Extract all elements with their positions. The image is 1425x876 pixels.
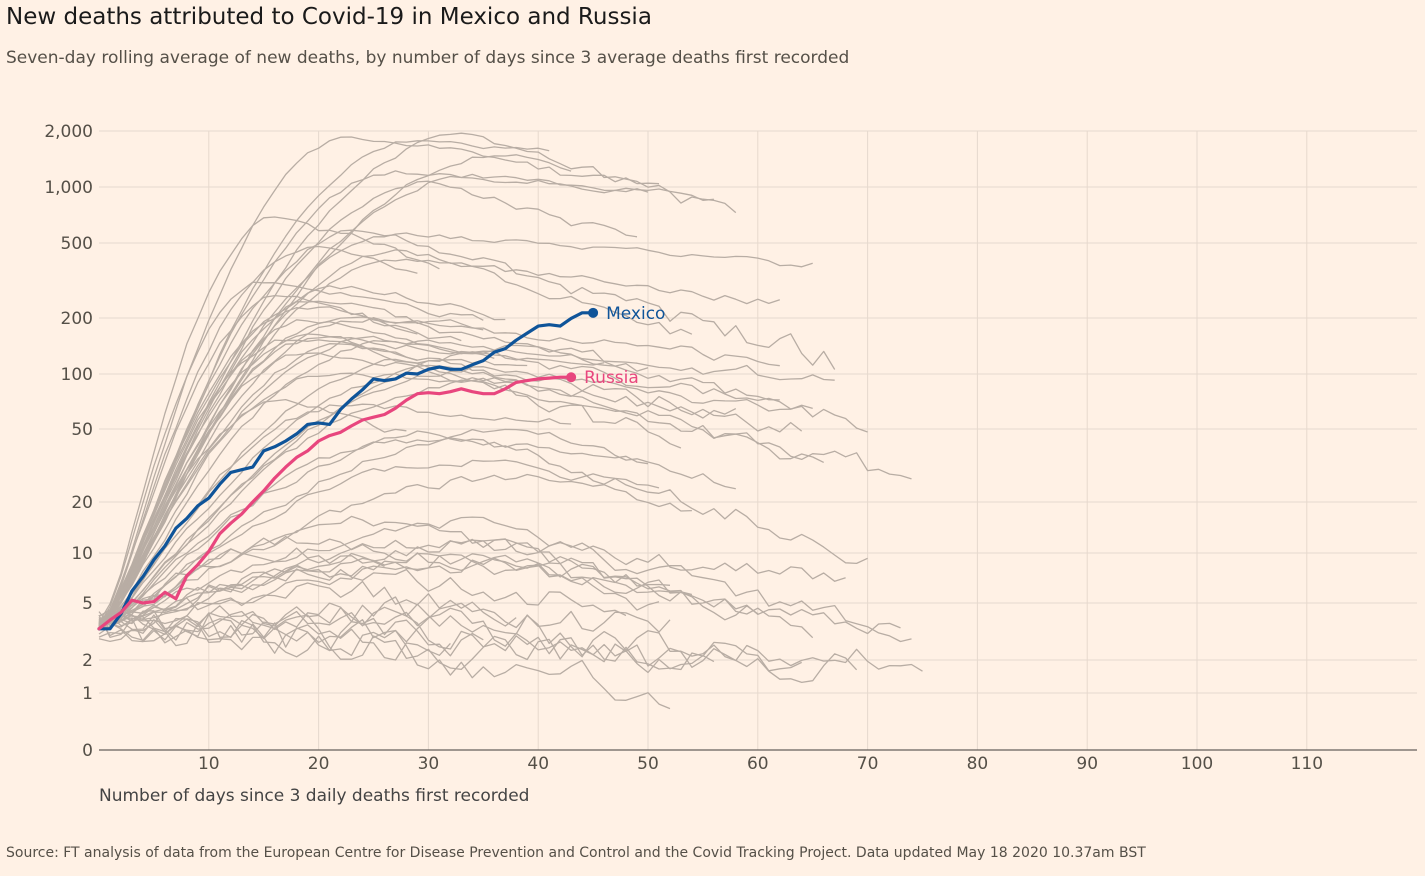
background-country-line <box>98 281 484 626</box>
background-country-line <box>98 568 627 628</box>
background-country-line <box>98 344 780 630</box>
x-tick-label: 60 <box>747 754 769 774</box>
background-country-line <box>98 430 868 624</box>
x-tick-label: 50 <box>637 754 659 774</box>
y-tick-label: 5 <box>82 594 93 614</box>
x-tick-label: 40 <box>527 754 549 774</box>
x-tick-label: 90 <box>1076 754 1098 774</box>
series-label-mexico: Mexico <box>606 304 665 324</box>
background-country-line <box>98 547 385 623</box>
background-country-lines <box>98 132 923 710</box>
series-endpoint-russia <box>566 372 577 383</box>
background-country-line <box>98 557 759 629</box>
background-country-line <box>98 216 440 623</box>
background-country-line <box>98 343 803 627</box>
background-country-line <box>98 580 517 638</box>
x-gridlines <box>208 131 1308 750</box>
x-tick-label: 30 <box>418 754 440 774</box>
background-country-line <box>98 232 813 627</box>
background-country-line <box>98 602 923 672</box>
background-country-line <box>98 608 451 661</box>
background-country-line <box>98 140 550 631</box>
background-country-line <box>98 366 813 625</box>
y-tick-label: 50 <box>71 420 93 440</box>
background-country-line <box>98 364 912 630</box>
background-country-line <box>98 339 418 626</box>
background-country-line <box>98 617 484 658</box>
y-tick-label: 1,000 <box>44 178 93 198</box>
background-country-line <box>98 335 835 623</box>
background-country-line <box>98 294 462 625</box>
y-tick-label: 200 <box>61 309 93 329</box>
background-country-line <box>98 336 605 629</box>
y-tick-label: 10 <box>71 544 93 564</box>
x-tick-label: 80 <box>967 754 989 774</box>
background-country-line <box>98 379 824 628</box>
source-note: Source: FT analysis of data from the Eur… <box>6 845 1146 861</box>
background-country-line <box>98 538 814 639</box>
background-country-line <box>98 136 660 631</box>
y-tick-label: 0 <box>82 741 93 761</box>
x-tick-label: 110 <box>1291 754 1323 774</box>
background-country-line <box>98 516 912 643</box>
background-country-line <box>98 173 714 626</box>
background-country-line <box>98 229 836 628</box>
background-country-line <box>98 306 649 627</box>
x-tick-label: 100 <box>1181 754 1213 774</box>
background-country-line <box>98 245 418 625</box>
background-country-line <box>98 403 572 624</box>
y-gridlines <box>99 130 1417 694</box>
y-tick-label: 1 <box>82 684 93 704</box>
x-tick-label: 70 <box>857 754 879 774</box>
highlight-series: Mexico Russia <box>97 304 665 631</box>
background-country-line <box>98 473 692 630</box>
background-country-line <box>98 428 736 630</box>
y-tick-label: 20 <box>71 493 93 513</box>
chart-title: New deaths attributed to Covid-19 in Mex… <box>6 4 652 30</box>
series-label-russia: Russia <box>584 368 639 388</box>
y-tick-label: 2 <box>82 651 93 671</box>
background-country-line <box>98 613 858 684</box>
x-axis-title: Number of days since 3 daily deaths firs… <box>99 786 529 806</box>
x-tick-labels: 10 20 30 40 50 60 70 80 90 100 110 <box>198 754 1323 774</box>
background-country-line <box>98 352 737 626</box>
series-endpoint-mexico <box>588 307 599 318</box>
background-country-line <box>98 316 418 628</box>
x-tick-label: 20 <box>308 754 330 774</box>
x-tick-label: 10 <box>198 754 220 774</box>
y-tick-label: 500 <box>61 234 93 254</box>
y-tick-label: 2,000 <box>44 122 93 142</box>
y-tick-labels: 0 1 2 5 10 20 50 100 200 500 1,000 2,000 <box>44 122 93 761</box>
series-line-russia <box>97 375 573 631</box>
background-country-line <box>98 333 682 628</box>
series-line-mexico <box>97 311 595 631</box>
background-country-line <box>98 180 638 624</box>
background-country-line <box>98 316 780 623</box>
background-country-line <box>98 358 528 629</box>
chart-subtitle: Seven-day rolling average of new deaths,… <box>6 48 850 68</box>
background-country-line <box>98 170 649 627</box>
background-country-line <box>98 459 660 628</box>
background-country-line <box>98 249 693 625</box>
y-tick-label: 100 <box>61 365 93 385</box>
background-country-line <box>98 596 671 635</box>
background-country-line <box>98 285 506 626</box>
